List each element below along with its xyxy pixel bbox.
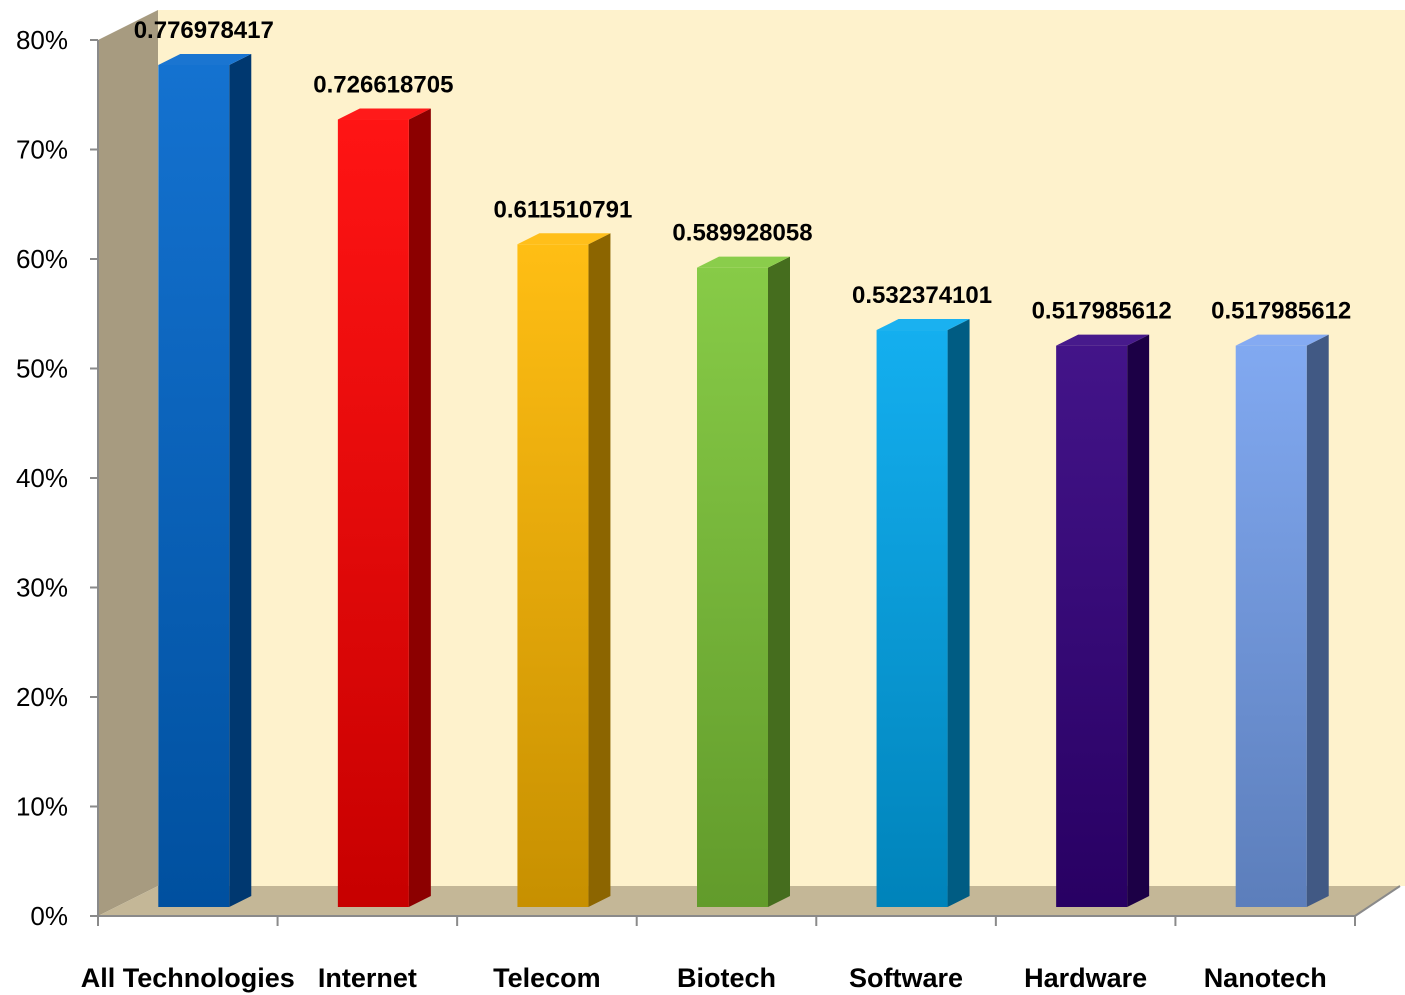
x-category-label: Biotech bbox=[677, 963, 776, 993]
data-label: 0.517985612 bbox=[1211, 298, 1351, 325]
y-tick-label: 70% bbox=[16, 135, 68, 165]
bar-side bbox=[947, 319, 970, 908]
bar bbox=[158, 53, 252, 907]
side-wall bbox=[98, 10, 158, 916]
x-category-label: Hardware bbox=[1024, 963, 1147, 993]
bar-side bbox=[1127, 334, 1150, 908]
floor-edge bbox=[1354, 885, 1401, 917]
axes: 0% 10% 20% 30% 40% 50% 60% 70% 80% All Technologi… bbox=[16, 25, 1356, 993]
bar-side bbox=[229, 53, 252, 907]
bar-top bbox=[1056, 334, 1150, 346]
bar-front bbox=[337, 119, 409, 907]
bar bbox=[337, 108, 431, 907]
bar bbox=[517, 233, 611, 908]
x-category-label: Software bbox=[849, 963, 963, 993]
y-tick-label: 60% bbox=[16, 244, 68, 274]
y-tick-label: 10% bbox=[16, 792, 68, 822]
bar bbox=[1056, 334, 1150, 908]
bar-top bbox=[158, 53, 252, 65]
bar bbox=[1235, 334, 1329, 908]
data-label: 0.611510791 bbox=[494, 196, 633, 223]
bar-front bbox=[517, 244, 589, 908]
bar-front bbox=[158, 64, 230, 907]
data-label: 0.517985612 bbox=[1032, 298, 1172, 325]
y-tick-label: 0% bbox=[30, 901, 68, 931]
bar-front bbox=[876, 330, 948, 908]
y-tick-label: 30% bbox=[16, 573, 68, 603]
data-label: 0.589928058 bbox=[672, 220, 812, 247]
x-category-label: Telecom bbox=[493, 963, 601, 993]
bar-top bbox=[876, 319, 970, 331]
data-label: 0.726618705 bbox=[313, 72, 453, 99]
bar bbox=[876, 319, 970, 908]
y-tick-label: 50% bbox=[16, 354, 68, 384]
bar-side bbox=[1306, 334, 1329, 908]
x-category-label: Internet bbox=[318, 963, 417, 993]
y-tick-label: 20% bbox=[16, 682, 68, 712]
data-label: 0.532374101 bbox=[852, 282, 992, 309]
bar-top bbox=[337, 108, 431, 120]
bar-front bbox=[1056, 345, 1128, 908]
bar-front bbox=[697, 267, 768, 907]
x-category-label: All Technologies bbox=[81, 963, 295, 993]
bars bbox=[158, 53, 1329, 908]
data-labels: 0.776978417 0.726618705 0.611510791 0.58992… bbox=[134, 17, 1352, 325]
bar-side bbox=[408, 108, 431, 907]
y-tick-label: 40% bbox=[16, 463, 68, 493]
bar-front bbox=[1235, 345, 1307, 908]
bar-top bbox=[517, 233, 611, 245]
bar-top bbox=[1235, 334, 1329, 346]
x-category-label: Nanotech bbox=[1204, 963, 1327, 993]
y-tick-label: 80% bbox=[16, 25, 68, 55]
bar-side bbox=[588, 233, 611, 908]
bar-side bbox=[768, 256, 790, 907]
data-label: 0.776978417 bbox=[134, 17, 274, 44]
bar bbox=[697, 256, 790, 907]
bar-top bbox=[697, 256, 790, 268]
